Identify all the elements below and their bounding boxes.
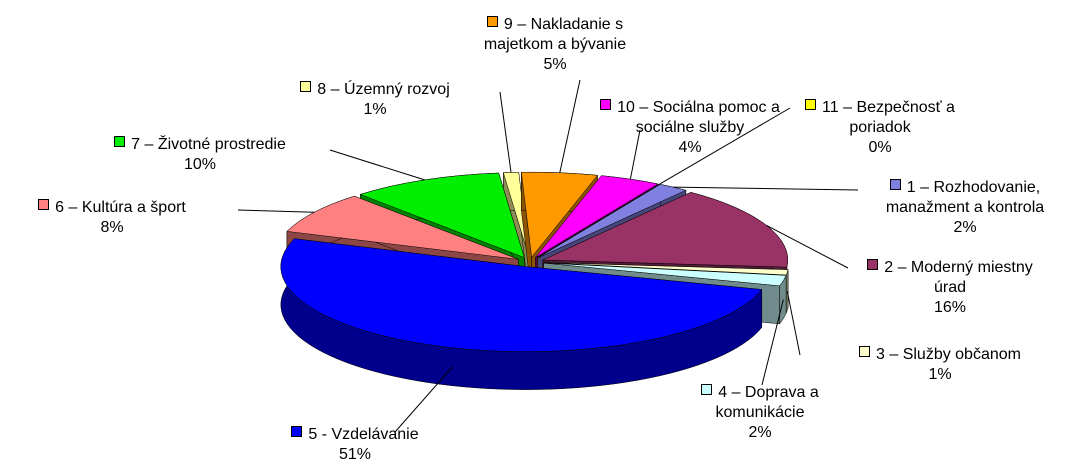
value-label: 16% [933,299,967,316]
legend-marker [889,179,901,190]
leader-line [237,209,315,213]
label-text: 2 – Moderný miestny úrad [863,258,1038,298]
label-text: 9 – Nakladanie s majetkom a bývanie [470,15,640,55]
category-label: 2 – Moderný miestny úrad [884,259,1033,296]
value-label: 4% [678,139,702,156]
legend-marker [701,384,713,395]
category-label: 8 – Územný rozvoj [317,81,450,98]
leader-line [673,186,859,191]
label-text: 4 – Doprava a komunikácie [685,383,835,423]
label-text: 7 – Životné prostredie [70,135,330,155]
label-text: 6 – Kultúra a šport [2,198,222,218]
slice [521,171,598,258]
slice [543,262,789,276]
legend-marker [600,99,612,110]
label-text: 3 – Služby občanom [815,345,1065,365]
slice-label: 9 – Nakladanie s majetkom a bývanie 5% [470,15,640,75]
slice-label: 6 – Kultúra a šport 8% [2,198,222,238]
slice-label: 8 – Územný rozvoj 1% [260,80,490,120]
leader-line [786,291,801,356]
slice [537,184,687,259]
leader-line [499,91,512,173]
value-label: 2% [953,219,977,236]
slice-label: 11 – Bezpečnosť a poriadok 0% [800,98,960,158]
label-text: 8 – Územný rozvoj [260,80,490,100]
label-text: 5 - Vzdelávanie [255,425,455,445]
slice-label: 7 – Životné prostredie 10% [70,135,330,175]
legend-marker [291,426,303,437]
slice [280,238,763,352]
value-label: 5% [543,56,567,73]
legend-marker [859,346,870,357]
category-label: 7 – Životné prostredie [131,136,286,153]
value-label: 2% [748,424,772,441]
value-label: 1% [363,101,387,118]
slice [535,175,659,258]
legend-marker [805,99,817,110]
category-label: 5 - Vzdelávanie [308,426,419,443]
legend-marker [114,136,126,147]
leader-line [766,225,849,269]
category-label: 3 – Služby občanom [876,346,1021,363]
value-label: 10% [183,156,217,173]
leader-line [559,79,581,173]
slice-label: 3 – Služby občanom 1% [815,345,1065,385]
label-text: 1 – Rozhodovanie, manažment a kontrola [850,178,1080,218]
label-text: 11 – Bezpečnosť a poriadok [800,98,960,138]
slice-label: 5 - Vzdelávanie 51% [255,425,455,464]
value-label: 51% [338,446,372,463]
value-label: 0% [868,139,892,156]
category-label: 4 – Doprava a komunikácie [715,384,819,421]
leader-line [761,299,784,386]
slice-label: 4 – Doprava a komunikácie 2% [685,383,835,443]
slice [543,262,787,287]
leader-line [629,129,641,180]
leader-line [329,149,425,181]
legend-marker [486,16,498,27]
leader-line [659,107,791,185]
slice-label: 2 – Moderný miestny úrad 16% [863,258,1038,318]
legend-marker [38,199,50,210]
slice [542,192,788,268]
legend-marker [300,81,312,92]
label-text: 10 – Sociálna pomoc a sociálne služby [595,98,785,138]
slice [286,195,519,260]
category-label: 11 – Bezpečnosť a poriadok [822,99,955,136]
category-label: 6 – Kultúra a šport [55,199,186,216]
value-label: 8% [100,219,124,236]
category-label: 10 – Sociálna pomoc a sociálne služby [617,99,780,136]
value-label: 1% [928,366,952,383]
category-label: 1 – Rozhodovanie, manažment a kontrola [885,179,1045,216]
leader-line [394,366,453,433]
category-label: 9 – Nakladanie s majetkom a bývanie [483,16,627,53]
legend-marker [867,259,879,270]
slice-label: 10 – Sociálna pomoc a sociálne služby 4% [595,98,785,158]
slice-label: 1 – Rozhodovanie, manažment a kontrola 2% [850,178,1080,238]
slice-group [280,238,763,390]
